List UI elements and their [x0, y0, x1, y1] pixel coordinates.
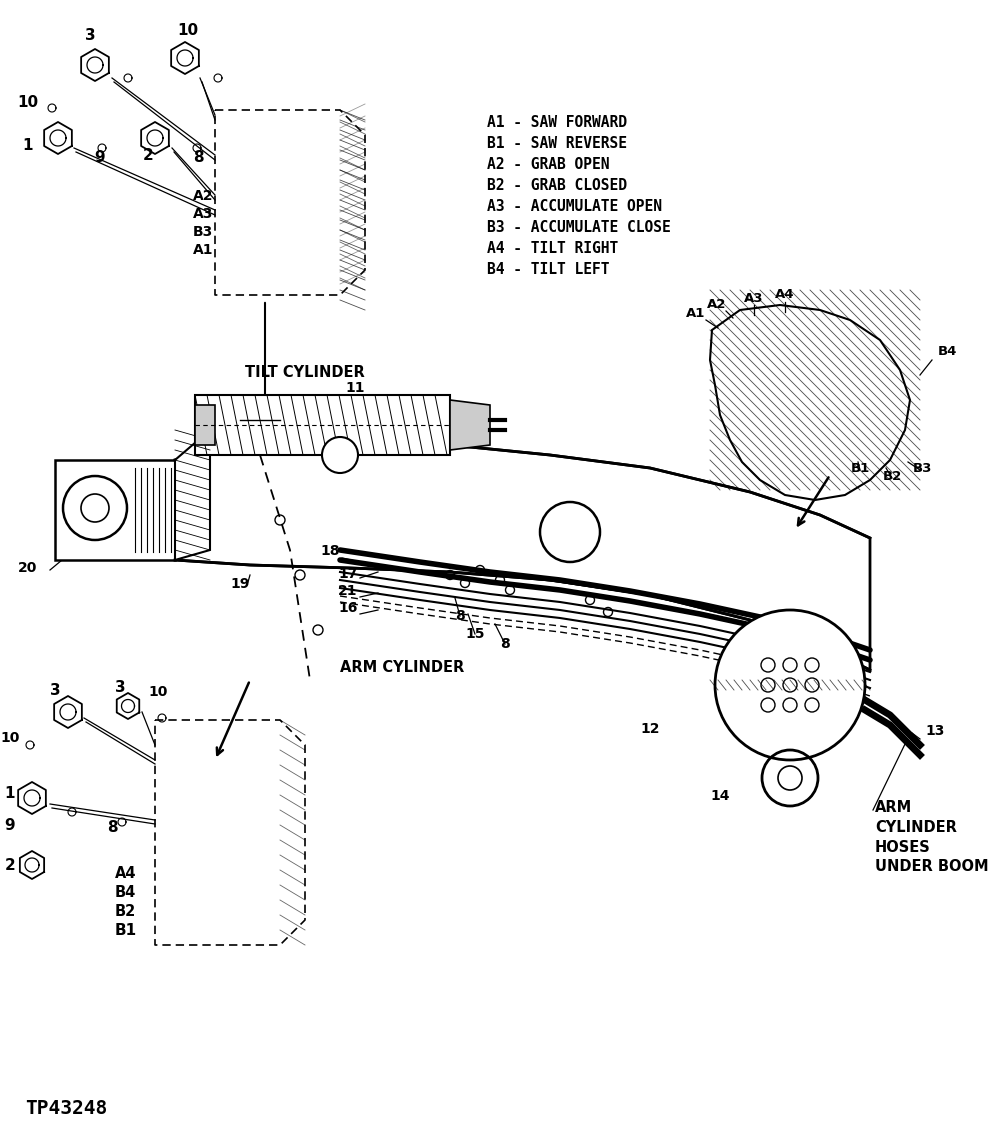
Text: 2: 2 [143, 148, 154, 163]
Text: 19: 19 [230, 577, 250, 591]
Text: A1 - SAW FORWARD: A1 - SAW FORWARD [487, 114, 627, 131]
Text: A4 - TILT RIGHT: A4 - TILT RIGHT [487, 240, 618, 256]
Text: 10: 10 [18, 95, 39, 110]
Text: ARM
CYLINDER
HOSES
UNDER BOOM: ARM CYLINDER HOSES UNDER BOOM [875, 800, 989, 875]
Text: 10: 10 [149, 685, 168, 698]
Text: 21: 21 [338, 584, 358, 598]
Text: 15: 15 [465, 627, 485, 641]
Text: A3: A3 [744, 292, 764, 305]
Text: B4 - TILT LEFT: B4 - TILT LEFT [487, 262, 609, 277]
Text: A4: A4 [115, 866, 137, 881]
Text: 8: 8 [192, 150, 203, 165]
Text: B3: B3 [913, 461, 931, 475]
Text: A2: A2 [193, 189, 213, 203]
Text: A1: A1 [193, 243, 213, 256]
Text: A2: A2 [706, 298, 726, 311]
Polygon shape [175, 442, 870, 670]
Text: 10: 10 [0, 731, 20, 745]
Text: 1: 1 [5, 785, 15, 801]
Text: 11: 11 [345, 381, 365, 395]
Text: B2: B2 [115, 905, 136, 919]
Text: B3 - ACCUMULATE CLOSE: B3 - ACCUMULATE CLOSE [487, 220, 671, 235]
Circle shape [322, 437, 358, 473]
Text: ARM CYLINDER: ARM CYLINDER [340, 660, 464, 676]
Text: B1: B1 [850, 461, 870, 475]
Text: 3: 3 [50, 684, 61, 698]
Polygon shape [55, 460, 175, 560]
Text: 14: 14 [710, 789, 730, 803]
Text: 13: 13 [925, 724, 944, 739]
Text: 10: 10 [178, 23, 198, 38]
Text: A2 - GRAB OPEN: A2 - GRAB OPEN [487, 157, 609, 172]
Text: B1: B1 [115, 923, 137, 938]
Text: 20: 20 [18, 561, 38, 575]
Text: B1 - SAW REVERSE: B1 - SAW REVERSE [487, 136, 627, 151]
Polygon shape [195, 395, 450, 455]
Text: 1: 1 [23, 139, 34, 153]
Text: 8: 8 [107, 820, 117, 835]
Text: 9: 9 [94, 150, 105, 165]
Text: 8: 8 [500, 637, 510, 652]
Text: 2: 2 [5, 858, 15, 872]
Text: 9: 9 [5, 818, 15, 834]
Polygon shape [175, 431, 210, 560]
Text: 3: 3 [115, 680, 125, 695]
Text: B2: B2 [882, 469, 902, 483]
Text: B2 - GRAB CLOSED: B2 - GRAB CLOSED [487, 177, 627, 194]
Circle shape [715, 610, 865, 760]
Text: 8: 8 [455, 609, 465, 623]
Text: TILT CYLINDER: TILT CYLINDER [245, 365, 365, 380]
Text: 17: 17 [338, 567, 358, 581]
Text: 12: 12 [640, 722, 660, 736]
Text: A3: A3 [193, 207, 213, 221]
Text: 3: 3 [84, 27, 95, 44]
Text: A4: A4 [776, 289, 795, 301]
Polygon shape [450, 400, 490, 450]
Text: 16: 16 [338, 601, 358, 615]
Polygon shape [195, 405, 215, 445]
Text: TP43248: TP43248 [25, 1099, 107, 1118]
Text: B4: B4 [938, 345, 957, 358]
Text: 18: 18 [320, 544, 339, 558]
Text: B4: B4 [115, 885, 136, 900]
Text: A3 - ACCUMULATE OPEN: A3 - ACCUMULATE OPEN [487, 199, 662, 214]
Text: A1: A1 [685, 307, 705, 319]
Text: B3: B3 [193, 226, 213, 239]
